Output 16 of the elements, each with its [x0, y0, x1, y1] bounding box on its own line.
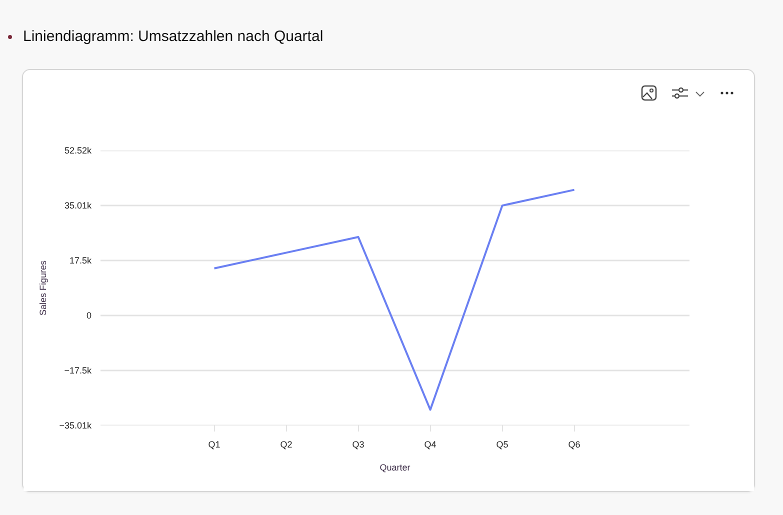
x-tick-label: Q5: [496, 440, 508, 450]
y-tick-label: 52.52k: [64, 146, 92, 156]
x-axis-title: Quarter: [380, 462, 410, 472]
y-tick-label: −35.01k: [59, 420, 92, 430]
chart-title: Liniendiagramm: Umsatzzahlen nach Quartal: [23, 28, 324, 45]
y-tick-label: 35.01k: [64, 200, 92, 211]
y-axis-title: Sales Figures: [38, 260, 48, 316]
y-tick-label: 17.5k: [69, 256, 92, 266]
y-tick-label: 0: [86, 310, 92, 321]
x-tick-label: Q6: [568, 440, 580, 450]
y-tick-label: −17.5k: [64, 365, 92, 376]
x-tick-label: Q3: [352, 440, 364, 450]
x-tick-label: Q2: [280, 440, 292, 450]
x-tick-label: Q1: [208, 440, 220, 450]
line-series: [213, 188, 576, 411]
x-tick-label: Q4: [424, 440, 436, 450]
